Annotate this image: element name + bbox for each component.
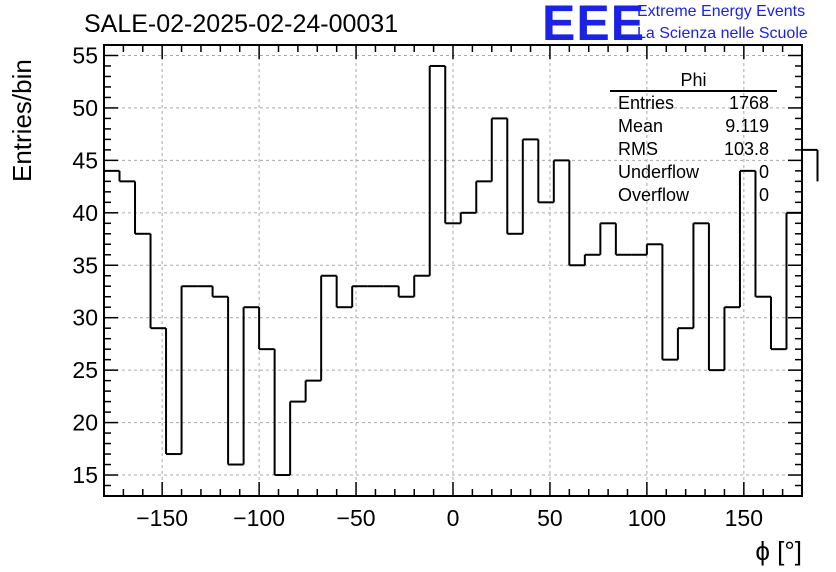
histogram-bin — [335, 275, 353, 309]
y-tick-label: 15 — [72, 462, 98, 488]
stats-divider — [610, 90, 777, 92]
x-tick-label: −50 — [337, 505, 376, 531]
histogram-bin — [692, 222, 709, 329]
logo-line-1: Extreme Energy Events — [637, 3, 806, 20]
stats-row-rms: RMS 103.8 — [618, 139, 769, 161]
stats-value: 103.8 — [723, 139, 769, 159]
histogram-bin — [661, 244, 678, 361]
x-tick-label: −100 — [233, 505, 285, 531]
histogram-bin — [552, 159, 570, 203]
histogram-bin — [444, 65, 461, 225]
histogram-bin — [769, 296, 787, 351]
axes — [103, 44, 803, 497]
histogram-bin — [320, 274, 337, 381]
histogram-bin — [134, 181, 151, 235]
logo-line-2: La Scienza nelle Scuole — [637, 25, 808, 42]
stats-value: 0 — [758, 162, 769, 182]
stats-label: Entries — [618, 93, 675, 113]
x-tick-label: 150 — [725, 505, 763, 531]
histogram-bin — [351, 285, 368, 308]
stats-value: 1768 — [728, 93, 769, 113]
histogram-bin — [397, 286, 415, 298]
stats-label: Mean — [618, 116, 664, 136]
histogram-bin — [521, 138, 539, 234]
stats-label: Overflow — [618, 185, 690, 205]
y-tick-label: 45 — [72, 147, 98, 173]
tick-labels: −150 −100 −50 0 50 100 150 15 20 25 30 35 40 45 50 55 — [72, 42, 763, 531]
y-tick-label: 20 — [72, 410, 98, 436]
chart-title: SALE-02-2025-02-24-00031 — [84, 10, 399, 38]
y-tick-label: 50 — [72, 95, 98, 121]
histogram-bin — [568, 160, 585, 267]
histogram-bin — [645, 243, 663, 255]
x-axis-label: ϕ [°] — [755, 536, 802, 566]
x-tick-label: −150 — [136, 505, 188, 531]
histogram-bin — [211, 286, 229, 298]
histogram-bin — [599, 222, 616, 255]
histogram-bin — [180, 285, 198, 455]
histogram-bin — [149, 233, 167, 330]
y-tick-label: 40 — [72, 200, 98, 226]
histogram-bin — [227, 296, 244, 466]
stats-label: Underflow — [618, 162, 700, 182]
eee-logo: EEE — [542, 0, 646, 51]
stats-box: Phi Entries 1768 Mean 9.119 RMS 103.8 Un… — [610, 70, 777, 210]
stats-value: 0 — [758, 185, 769, 205]
y-axis-label: Entries/bin — [7, 59, 37, 182]
histogram-bin — [289, 400, 306, 476]
histogram-bin — [475, 180, 492, 213]
x-tick-label: 50 — [537, 505, 563, 531]
y-tick-label: 35 — [72, 252, 98, 278]
histogram-bin — [273, 349, 291, 477]
stats-label: RMS — [618, 139, 658, 159]
histogram-bin — [614, 223, 632, 256]
histogram-bin — [707, 223, 725, 372]
histogram-bin — [413, 274, 430, 297]
stats-value: 9.119 — [725, 116, 769, 136]
stats-row-overflow: Overflow 0 — [618, 185, 769, 207]
histogram-bin — [676, 327, 694, 360]
y-tick-label: 30 — [72, 305, 98, 331]
stats-title: Phi — [680, 70, 707, 90]
y-tick-label: 25 — [72, 357, 98, 383]
histogram-bin — [490, 117, 508, 182]
histogram-bin — [258, 307, 275, 351]
stats-row-underflow: Underflow 0 — [618, 162, 769, 184]
histogram-bin — [754, 170, 771, 298]
histogram-bin — [428, 64, 446, 276]
histogram-bin — [118, 170, 136, 183]
histogram-bin — [802, 148, 819, 182]
histogram-bin — [165, 328, 182, 456]
y-tick-label: 55 — [72, 42, 98, 68]
x-tick-label: 0 — [447, 505, 460, 531]
x-tick-label: 100 — [628, 505, 666, 531]
histogram-bin — [304, 379, 322, 402]
histogram-bin — [583, 253, 601, 266]
stats-row-entries: Entries 1768 — [618, 93, 769, 115]
stats-row-mean: Mean 9.119 — [618, 116, 769, 138]
histogram-bin — [242, 306, 260, 465]
histogram-bin — [506, 118, 523, 235]
histogram-bin — [459, 211, 477, 224]
histogram-bin — [537, 139, 554, 204]
histogram-bin — [723, 306, 740, 371]
grid — [104, 45, 802, 496]
histogram-series — [104, 64, 819, 477]
histogram-bin — [738, 169, 756, 308]
